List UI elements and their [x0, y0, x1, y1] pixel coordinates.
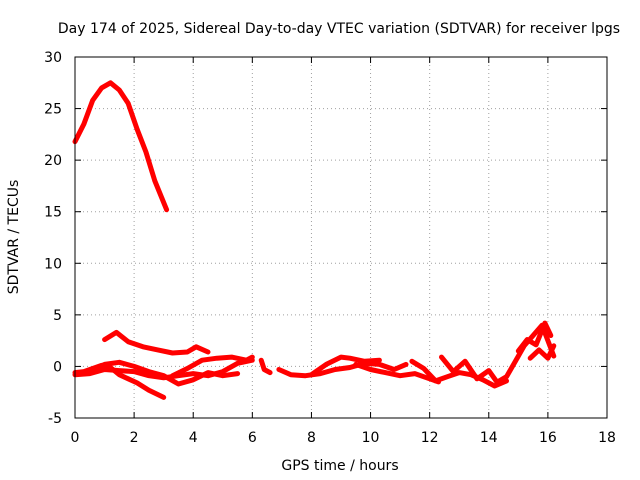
- series-line-arc-14: [515, 320, 554, 354]
- x-tick-label: 14: [480, 430, 498, 446]
- series-line-arc-2: [102, 329, 211, 356]
- series-line-arc-9: [308, 354, 382, 378]
- x-tick-label: 6: [248, 430, 257, 446]
- series-line-arc-15: [527, 343, 557, 361]
- chart-title: Day 174 of 2025, Sidereal Day-to-day VTE…: [58, 21, 620, 37]
- x-tick-label: 10: [362, 430, 380, 446]
- y-tick-label: 20: [44, 153, 62, 169]
- y-axis-title: SDTVAR / TECUs: [6, 180, 22, 295]
- axis-ticks: [74, 56, 608, 419]
- y-tick-label: 25: [44, 102, 62, 118]
- series-line-arc-12: [439, 354, 501, 386]
- series-line-arc-6: [170, 354, 255, 379]
- x-tick-label: 12: [421, 430, 439, 446]
- x-tick-labels: 0 2 4 6 8 10 12 14 16 18: [71, 430, 616, 446]
- series-line-arc-5: [87, 359, 241, 387]
- x-axis-title: GPS time / hours: [281, 458, 398, 474]
- y-tick-label: 30: [44, 50, 62, 66]
- y-tick-label: 10: [44, 256, 62, 272]
- y-tick-label: 15: [44, 205, 62, 221]
- y-tick-label: -5: [48, 411, 62, 427]
- x-tick-label: 16: [539, 430, 557, 446]
- plot-frame: [74, 56, 608, 419]
- x-tick-label: 8: [307, 430, 316, 446]
- grid: [75, 57, 607, 418]
- series-line-arc-7: [258, 357, 273, 376]
- x-tick-label: 0: [71, 430, 80, 446]
- y-tick-label: 5: [53, 308, 62, 324]
- y-tick-labels: -5 0 5 10 15 20 25 30: [44, 50, 62, 427]
- x-tick-label: 4: [189, 430, 198, 446]
- series-line-arc-1: [72, 80, 170, 213]
- series-line-arc-10: [353, 361, 441, 385]
- plot-series: [72, 80, 557, 400]
- y-tick-label: 0: [53, 359, 62, 375]
- x-tick-label: 18: [598, 430, 616, 446]
- series-line-arc-11: [409, 358, 509, 389]
- x-tick-label: 2: [130, 430, 139, 446]
- series-line-arc-8: [276, 360, 409, 379]
